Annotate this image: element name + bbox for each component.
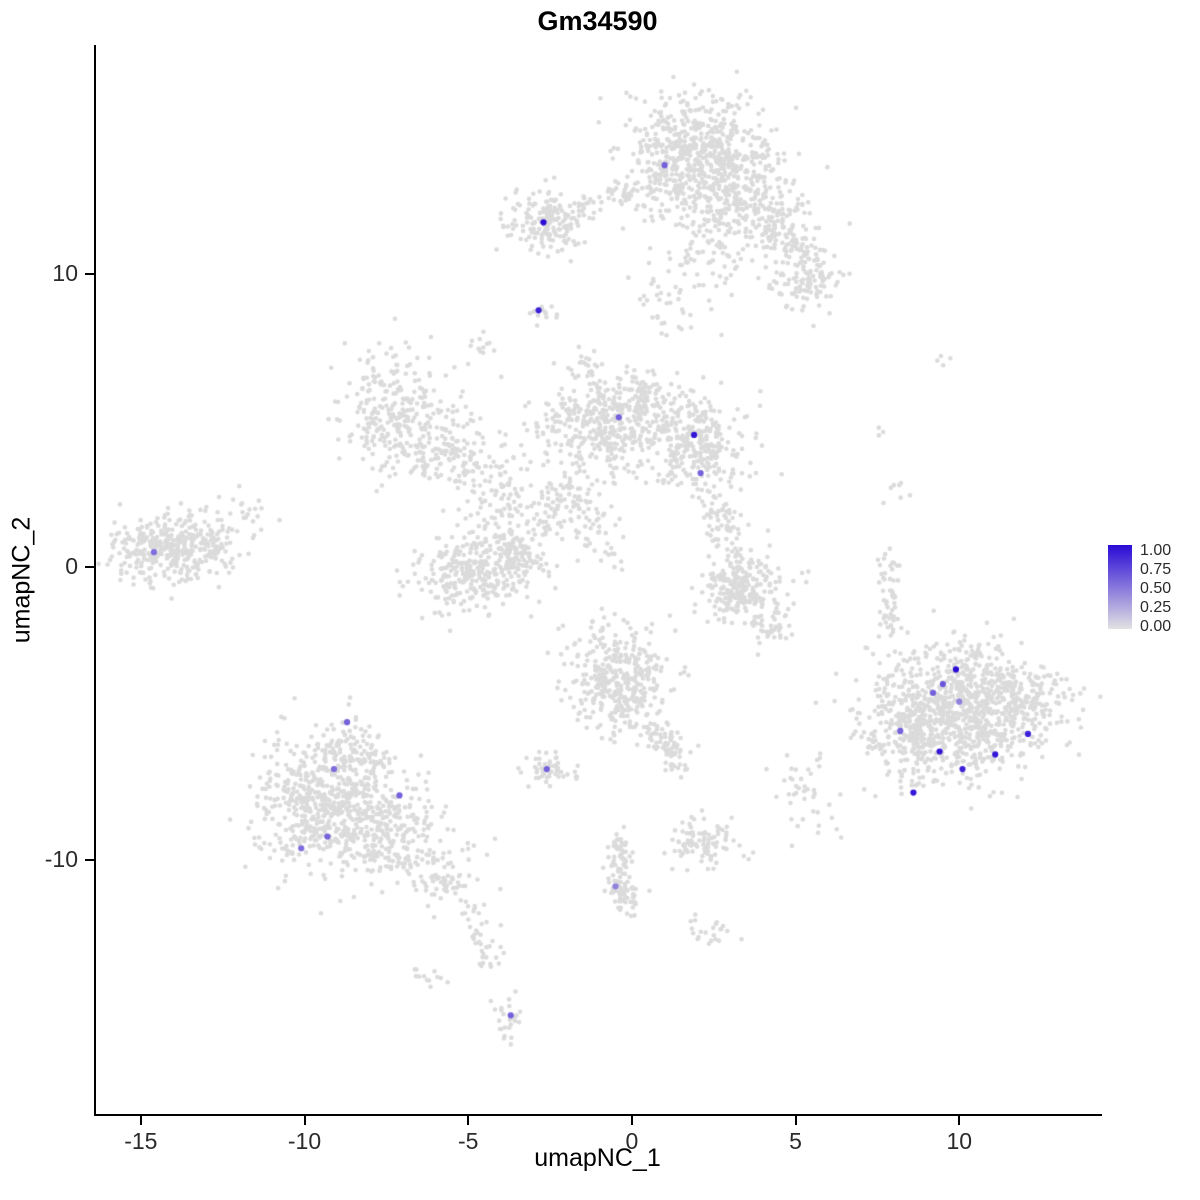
legend-label: 0.50 (1140, 580, 1172, 597)
x-tick-mark (794, 1116, 797, 1125)
x-tick-label: -15 (124, 1128, 158, 1154)
y-tick-mark (85, 858, 94, 861)
legend-label: 0.25 (1140, 599, 1172, 616)
x-axis-line (94, 1114, 1102, 1116)
legend-gradient-bar (1108, 545, 1132, 629)
y-tick-mark (85, 565, 94, 568)
x-tick-label: 10 (946, 1128, 973, 1154)
x-tick-mark (630, 1116, 633, 1125)
y-axis-label: umapNC_2 (7, 516, 36, 644)
y-tick-mark (85, 272, 94, 275)
x-tick-label: 5 (789, 1128, 802, 1154)
legend-label: 0.75 (1140, 561, 1172, 578)
legend-label: 0.00 (1140, 618, 1172, 635)
x-tick-mark (303, 1116, 306, 1125)
x-tick-label: -5 (457, 1128, 479, 1154)
expression-legend: 1.00 0.75 0.50 0.25 0.00 (1108, 541, 1200, 641)
x-tick-mark (467, 1116, 470, 1125)
y-tick-label: 10 (52, 259, 78, 286)
x-tick-label: -10 (287, 1128, 322, 1154)
x-tick-label: 0 (625, 1128, 639, 1154)
x-tick-mark (139, 1116, 142, 1125)
y-tick-label: 0 (65, 552, 78, 579)
y-tick-label: -10 (44, 845, 78, 872)
x-axis-label: umapNC_1 (534, 1144, 661, 1172)
legend-label: 1.00 (1140, 542, 1172, 559)
x-tick-mark (958, 1116, 961, 1125)
plot-title: Gm34590 (537, 6, 658, 36)
y-axis-line (94, 45, 96, 1116)
